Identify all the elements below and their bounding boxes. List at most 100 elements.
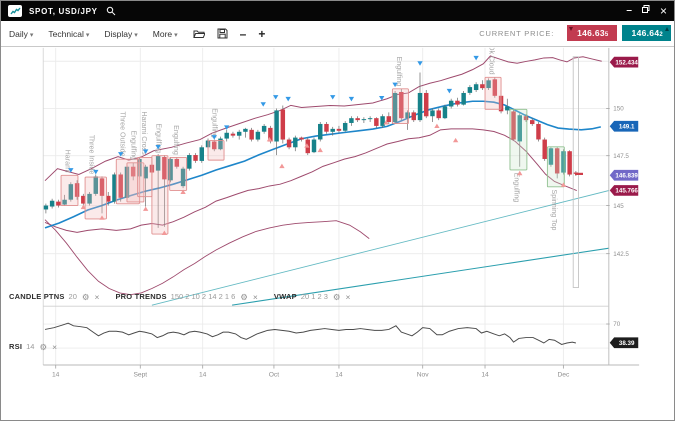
bullish-marker-icon [180,189,186,194]
bullish-marker-icon [99,215,105,220]
ask-price-badge[interactable]: 146.642 [621,25,671,41]
bullish-marker-icon [452,137,459,143]
settings-gear-icon[interactable]: ⚙ [81,291,90,302]
remove-indicator-icon[interactable]: × [345,291,351,302]
y-axis: 150 147.5 145 142.5 152.434 149.1 146.839 145.7… [606,56,639,349]
candle [523,116,529,121]
tick-down-icon [569,27,574,31]
remove-indicator-icon[interactable]: × [94,291,100,302]
chevron-down-icon: ▾ [174,31,178,39]
candle [561,151,566,173]
bearish-marker-icon [68,168,74,173]
remove-indicator-icon[interactable]: × [52,341,58,352]
current-price-group: CURRENT PRICE: 146.635 146.642 [479,25,671,41]
menu-more[interactable]: More ▾ [152,28,178,39]
menu-timeframe[interactable]: Daily ▾ [9,28,34,39]
candle [367,118,373,120]
indicator-vwap: VWAP 20 1 2 3 ⚙ × [274,292,351,301]
candle [330,128,335,132]
minimize-button[interactable]: – [626,5,632,16]
menu-technical[interactable]: Technical ▾ [48,28,90,39]
price-chart[interactable]: Harami Three Inside Three Outside Engulfing… [1,47,675,421]
y-tick-label: 147.5 [613,153,629,160]
vwap-band-lower-line [231,247,609,306]
bearish-marker-icon [392,82,398,88]
candle [505,106,510,111]
x-tick-label: 14 [52,372,60,379]
zoom-in-button[interactable]: + [258,26,266,41]
main-pane: Harami Three Inside Three Outside Engulfing… [43,47,609,306]
bearish-marker-icon [118,152,124,157]
candle [143,166,148,179]
pattern-label: Dk Cloud [487,47,495,75]
candle [293,137,298,148]
search-icon[interactable] [106,6,116,16]
price-badge [609,56,639,68]
bearish-marker-icon [446,88,453,94]
close-button[interactable]: × [659,4,667,18]
candle [280,109,286,140]
pattern-box [126,162,145,203]
price-badge-label: 149.1 [619,124,635,131]
zoom-out-button[interactable]: – [239,26,247,41]
current-bar-marker[interactable] [572,56,579,288]
bid-price-badge[interactable]: 146.635 [567,25,617,41]
candle [249,129,254,140]
bullish-marker-icon [161,230,168,235]
bullish-marker-icon [434,123,440,129]
indicator-params: 14 [26,342,35,351]
candle [455,100,460,105]
y-tick-label: 142.5 [613,251,629,258]
pattern-label: Engulfing [129,130,137,160]
candle [180,168,186,187]
candle [554,148,560,174]
candle [118,174,123,198]
bearish-marker-icon [273,95,279,100]
candle [424,92,429,117]
candle [168,158,173,181]
rsi-tick-label: 70 [613,321,620,328]
pattern-label: Harami Cross [140,111,148,155]
candle [536,123,541,140]
chevron-down-icon: ▾ [134,31,138,39]
bearish-marker-icon [260,102,266,107]
candle [517,115,522,142]
restore-button[interactable] [641,1,650,21]
settings-gear-icon[interactable]: ⚙ [240,291,248,302]
candle [461,92,466,105]
toolbar: Daily ▾ Technical ▾ Display ▾ More ▾ – + [1,21,674,47]
pattern-label: Engulfing [154,123,162,153]
candle [392,92,398,123]
vwap-band-upper-line [151,190,609,306]
candle [286,139,292,148]
x-tick-label: Sept [133,372,147,379]
candle [99,178,105,196]
bearish-marker-icon [473,55,479,61]
settings-gear-icon[interactable]: ⚙ [39,341,48,352]
open-folder-icon[interactable] [192,29,205,39]
candles [43,72,579,228]
pattern-box [509,108,528,171]
save-icon[interactable] [217,28,228,39]
candle [374,118,379,126]
bullish-marker-icon [266,136,273,142]
candle [430,110,435,117]
candle [542,139,547,159]
menu-display[interactable]: Display ▾ [104,28,138,39]
x-tick-label: 14 [335,372,343,379]
indicator-params: 150 2 10 2 14 2 1 6 [170,292,236,301]
candle [548,148,554,165]
candle [193,155,198,161]
indicator-name: PRO TRENDS [115,292,167,301]
settings-gear-icon[interactable]: ⚙ [332,291,341,302]
candle [473,84,479,91]
candle [361,119,367,121]
candle [318,123,323,140]
x-tick-label: 14 [199,372,207,379]
remove-indicator-icon[interactable]: × [252,291,258,302]
candle [87,193,92,204]
app-logo-icon [8,5,22,17]
candle [299,137,304,140]
current-price-label: CURRENT PRICE: [479,28,555,38]
pattern-label: Engulfing [210,108,218,138]
